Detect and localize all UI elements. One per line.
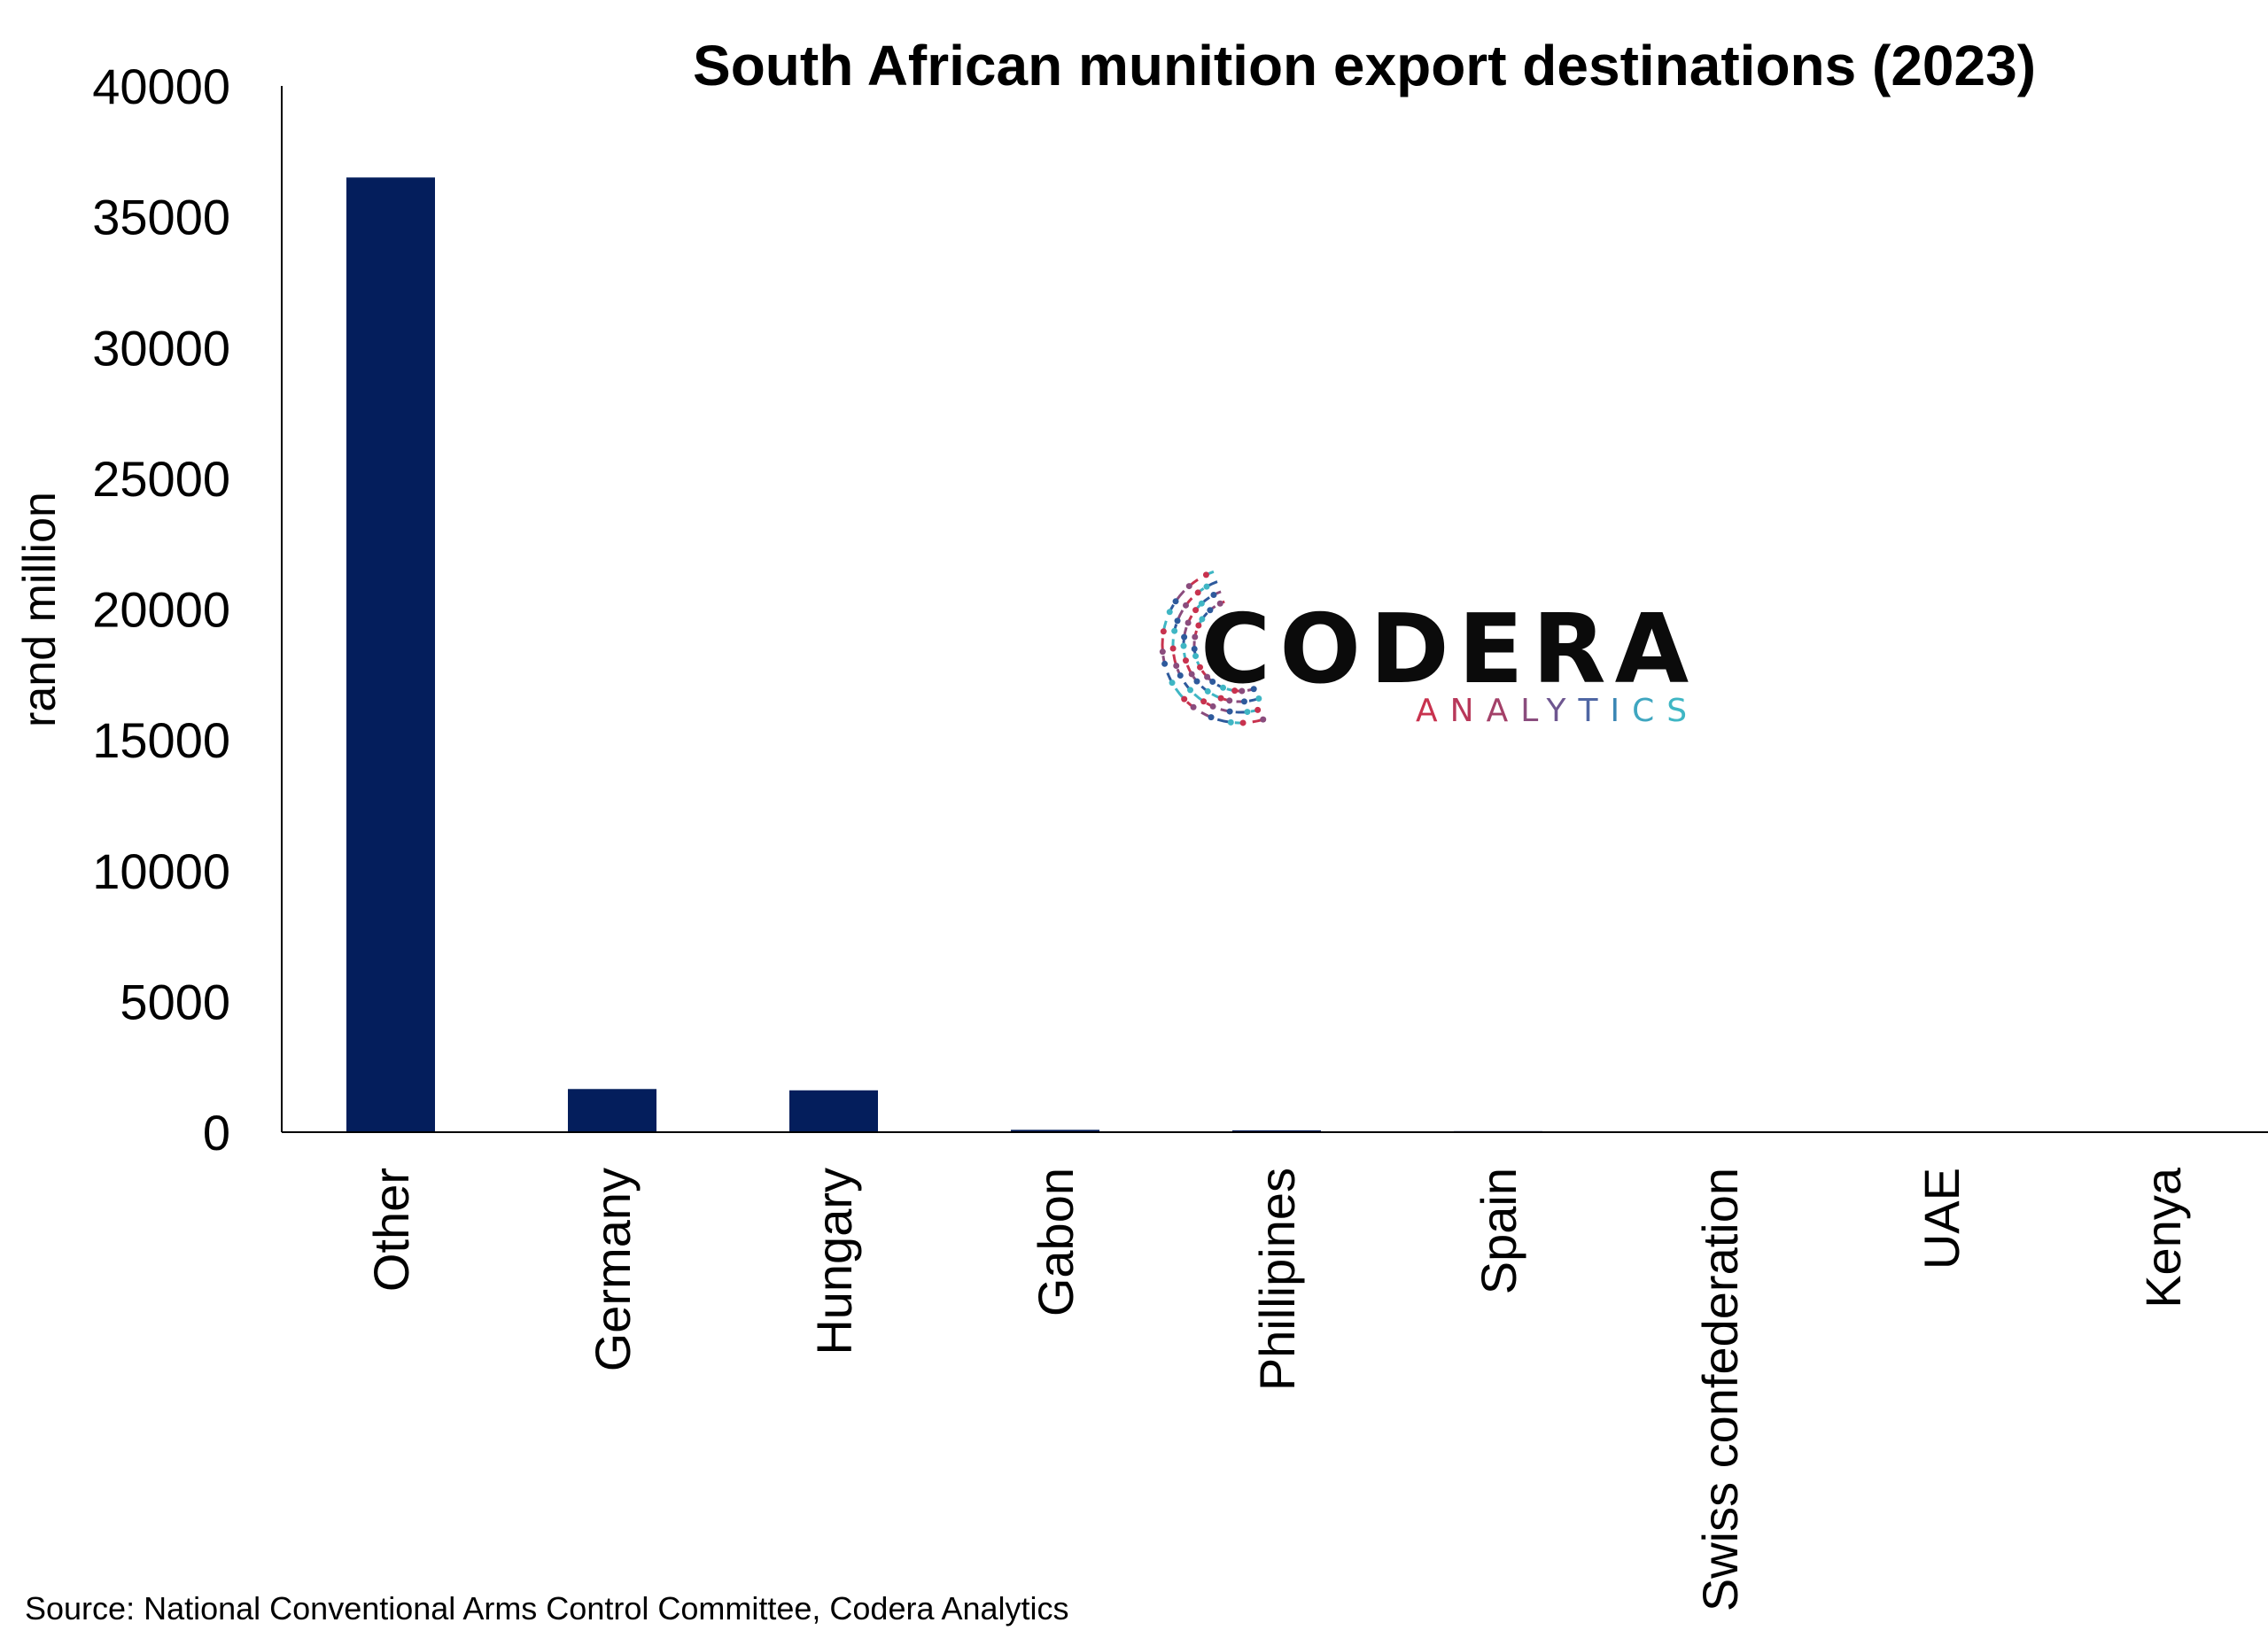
logo-ring-dot xyxy=(1198,600,1205,607)
logo-ring-dot xyxy=(1204,673,1211,680)
logo-ring-dot xyxy=(1220,684,1227,691)
bar-hungary xyxy=(789,1090,878,1132)
logo-ring-dot xyxy=(1208,714,1215,721)
x-category-label: Spain xyxy=(1471,1168,1526,1294)
logo-ring-dot xyxy=(1210,591,1217,598)
logo-wordmark: CODERA xyxy=(1200,594,1697,705)
logo-circuit-icon xyxy=(1159,570,1267,726)
x-category-label: UAE xyxy=(1914,1168,1969,1269)
logo-ring-dot xyxy=(1209,703,1216,710)
logo-ring-dot xyxy=(1181,695,1188,703)
logo-tagline-letter: A xyxy=(1487,693,1521,729)
logo-ring-dot xyxy=(1171,627,1178,634)
logo-ring-dot xyxy=(1209,679,1216,686)
y-tick-label: 25000 xyxy=(92,451,230,507)
logo-ring-dot xyxy=(1161,660,1169,667)
bar-gabon xyxy=(1011,1130,1099,1132)
logo-ring-dot xyxy=(1169,645,1177,652)
logo-ring-dot xyxy=(1194,589,1201,596)
y-tick-label: 10000 xyxy=(92,843,230,899)
logo-ring-dot xyxy=(1190,703,1197,710)
y-tick-label: 35000 xyxy=(92,190,230,245)
bar-other xyxy=(346,177,435,1132)
logo-ring-dot xyxy=(1192,633,1199,641)
logo-ring-dot xyxy=(1203,583,1210,590)
logo-tagline-letter: Y xyxy=(1546,693,1579,729)
y-tick-label: 30000 xyxy=(92,320,230,376)
logo-ring-dot xyxy=(1172,598,1179,605)
source-note: Source: National Conventional Arms Contr… xyxy=(25,1590,1069,1627)
logo-ring-dot xyxy=(1182,657,1189,664)
logo-tagline-letter: C xyxy=(1632,693,1666,729)
logo-ring-dot xyxy=(1216,600,1223,607)
logo-tagline-letter: L xyxy=(1520,693,1546,729)
logo-ring-dot xyxy=(1187,687,1194,694)
logo-ring-dot xyxy=(1207,607,1214,614)
x-category-label: Hungary xyxy=(806,1168,862,1355)
y-tick-label: 20000 xyxy=(92,582,230,638)
logo-ring-dot xyxy=(1202,571,1209,578)
logo-ring-dot xyxy=(1254,706,1262,713)
logo-ring-dot xyxy=(1240,698,1247,705)
logo-ring-dot xyxy=(1192,607,1200,614)
logo-tagline-letter: T xyxy=(1578,693,1611,729)
logo-ring-dot xyxy=(1185,583,1192,590)
logo-ring-dot xyxy=(1159,648,1166,656)
bar-germany xyxy=(568,1089,656,1132)
logo-tagline: ANALYTICS xyxy=(1416,693,1699,729)
logo-ring-dot xyxy=(1183,602,1190,609)
logo-ring-dot xyxy=(1195,622,1202,629)
logo-tagline-letter: S xyxy=(1666,693,1699,729)
codera-logo: CODERA ANALYTICS xyxy=(1159,570,1699,729)
logo-ring-dot xyxy=(1160,628,1167,635)
logo-ring-dot xyxy=(1239,687,1246,695)
logo-ring-dot xyxy=(1181,633,1188,641)
x-category-label: Swiss confederation xyxy=(1692,1168,1748,1611)
x-category-label: Phillipines xyxy=(1249,1168,1305,1391)
logo-ring-dot xyxy=(1260,716,1267,723)
logo-ring-dot xyxy=(1239,719,1247,726)
x-axis-categories: Other Germany Hungary Gabon Phillipines Spain… xyxy=(363,1167,2191,1611)
logo-ring-dot xyxy=(1191,646,1198,653)
logo-ring-dot xyxy=(1250,686,1257,693)
logo-ring-dot xyxy=(1197,664,1204,671)
logo-ring-dot xyxy=(1204,687,1211,695)
logo-ring-dot xyxy=(1193,678,1200,685)
bar-phillipines xyxy=(1232,1130,1321,1132)
logo-ring-dot xyxy=(1255,695,1262,703)
logo-ring-dot xyxy=(1169,679,1176,687)
logo-ring-dot xyxy=(1199,616,1206,623)
logo-tagline-letter: A xyxy=(1416,693,1450,729)
y-tick-label: 0 xyxy=(203,1105,230,1161)
x-category-label: Other xyxy=(363,1168,419,1292)
logo-ring-dot xyxy=(1226,697,1233,704)
x-category-label: Gabon xyxy=(1028,1168,1084,1316)
logo-ring-dot xyxy=(1174,617,1181,625)
bars xyxy=(346,177,2207,1133)
logo-ring-dot xyxy=(1166,609,1173,616)
logo-tagline-letter: I xyxy=(1611,693,1633,729)
x-category-label: Germany xyxy=(585,1168,641,1371)
logo-ring-dot xyxy=(1244,709,1251,716)
logo-ring-dot xyxy=(1188,671,1195,678)
logo-ring-dot xyxy=(1180,642,1187,649)
logo-ring-dot xyxy=(1227,718,1234,726)
y-axis-label: rand million xyxy=(14,492,66,727)
y-axis-ticks: 0 5000 10000 15000 20000 25000 30000 35000 40000 xyxy=(92,58,230,1161)
logo-ring-dot xyxy=(1173,662,1180,669)
logo-ring-dot xyxy=(1226,708,1233,715)
y-tick-label: 40000 xyxy=(92,58,230,114)
y-tick-label: 5000 xyxy=(120,974,230,1029)
logo-tagline-letter: N xyxy=(1450,693,1487,729)
logo-ring-dot xyxy=(1217,695,1224,702)
logo-ring-dot xyxy=(1184,619,1192,626)
logo-ring-dot xyxy=(1200,698,1208,705)
chart-title: South African munition export destinatio… xyxy=(693,34,2036,97)
logo-ring-dot xyxy=(1192,653,1200,660)
x-category-label: Kenya xyxy=(2135,1167,2191,1308)
logo-ring-dot xyxy=(1231,687,1239,695)
y-tick-label: 15000 xyxy=(92,712,230,768)
logo-ring-dot xyxy=(1177,672,1184,679)
